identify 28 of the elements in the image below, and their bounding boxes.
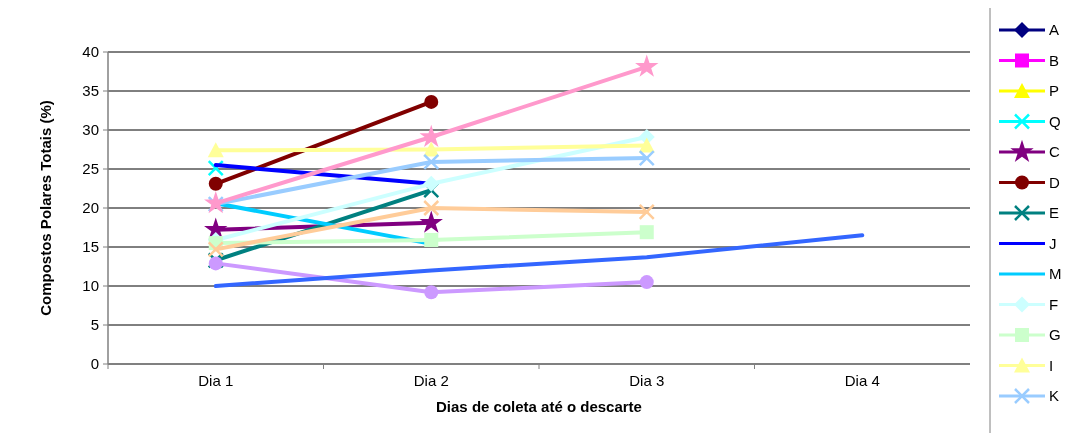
legend-label: G	[1049, 326, 1061, 344]
y-axis-title: Compostos Polares Totais (%)	[37, 100, 54, 316]
legend-label: D	[1049, 173, 1060, 191]
y-tick-label: 10	[82, 277, 99, 295]
legend-label: M	[1049, 265, 1062, 283]
legend-label: C	[1049, 143, 1060, 161]
legend-label: B	[1049, 51, 1060, 69]
legend-label: A	[1049, 21, 1060, 39]
x-tick-label: Dia 3	[629, 372, 665, 389]
legend-label: J	[1049, 234, 1057, 252]
y-tick-label: 20	[82, 199, 99, 217]
legend-label: I	[1049, 356, 1054, 374]
x-tick-label: Dia 4	[844, 372, 880, 389]
x-tick-label: Dia 2	[413, 372, 449, 389]
legend-label: Q	[1049, 112, 1061, 130]
legend-label: P	[1049, 82, 1060, 100]
y-tick-label: 5	[90, 316, 99, 334]
y-tick-label: 0	[90, 355, 99, 373]
x-axis-title: Dias de coleta até o descarte	[436, 398, 642, 415]
y-tick-label: 35	[82, 82, 99, 100]
legend-label: F	[1049, 295, 1059, 313]
y-tick-label: 25	[82, 160, 99, 178]
y-tick-label: 15	[82, 238, 99, 256]
legend-label: K	[1049, 387, 1060, 405]
x-tick-label: Dia 1	[198, 372, 234, 389]
y-tick-label: 30	[82, 121, 99, 139]
legend-label: E	[1049, 204, 1060, 222]
y-tick-label: 40	[82, 43, 99, 61]
